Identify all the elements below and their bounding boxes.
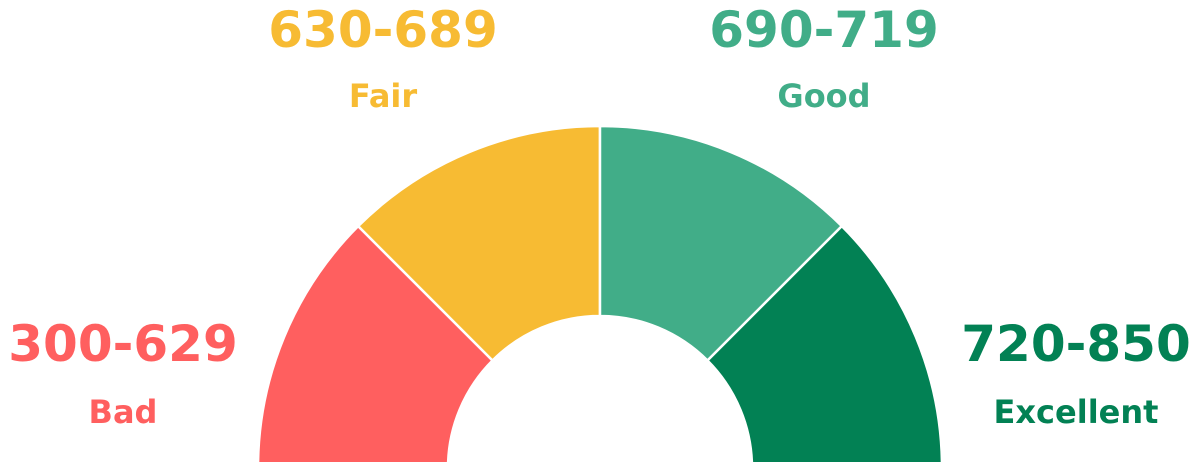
range-fair: 630-689 (268, 1, 498, 59)
label-group-bad: 300-629 Bad (0, 316, 246, 432)
label-group-excellent: 720-850 Excellent (952, 316, 1200, 432)
gauge-segment-fair (356, 124, 602, 362)
label-group-fair: 630-689 Fair (258, 2, 508, 116)
range-bad: 300-629 (8, 315, 238, 373)
range-good: 690-719 (709, 1, 939, 59)
gauge-segment-bad (256, 224, 494, 462)
gauge-segment-excellent (706, 224, 944, 462)
label-bad: Bad (88, 393, 158, 431)
label-group-good: 690-719 Good (700, 2, 948, 116)
label-good: Good (777, 77, 871, 115)
range-excellent: 720-850 (961, 315, 1191, 373)
label-excellent: Excellent (993, 393, 1159, 431)
gauge-segment-good (598, 124, 844, 362)
label-fair: Fair (348, 77, 418, 115)
